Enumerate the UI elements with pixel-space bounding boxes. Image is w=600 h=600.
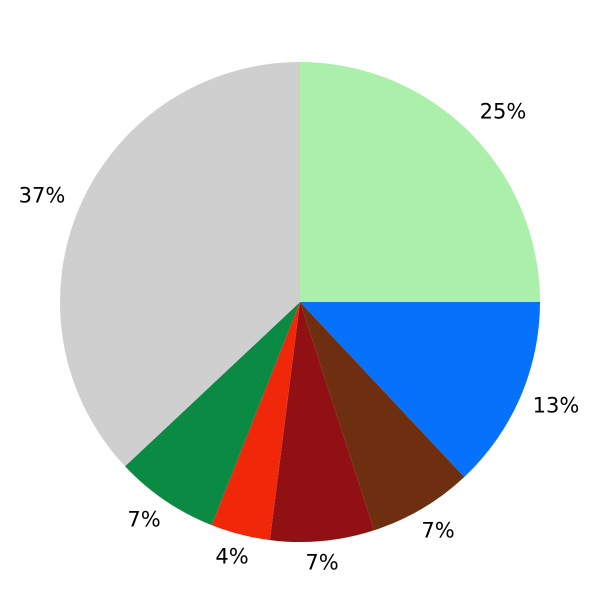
pie-slice-dark-green	[125, 302, 300, 526]
pie-slice-light-gray	[60, 62, 301, 467]
pie-slice-label-blue: 13%	[532, 393, 580, 418]
pie-slice-label-brown: 7%	[421, 518, 455, 543]
pie-slice-label-light-green: 25%	[479, 99, 527, 124]
pie-slice-blue	[300, 302, 540, 477]
pie-slice-label-dark-green: 7%	[127, 507, 161, 532]
pie-slice-red-orange	[211, 302, 300, 541]
pie-slice-label-dark-red: 7%	[305, 550, 339, 575]
pie-slice-light-green	[300, 62, 540, 302]
pie-slice-label-light-gray: 37%	[18, 183, 66, 208]
pie-slice-label-red-orange: 4%	[215, 544, 249, 569]
pie-slice-brown	[300, 302, 465, 531]
pie-wedge-group	[60, 62, 540, 543]
pie-slice-dark-red	[269, 302, 375, 543]
